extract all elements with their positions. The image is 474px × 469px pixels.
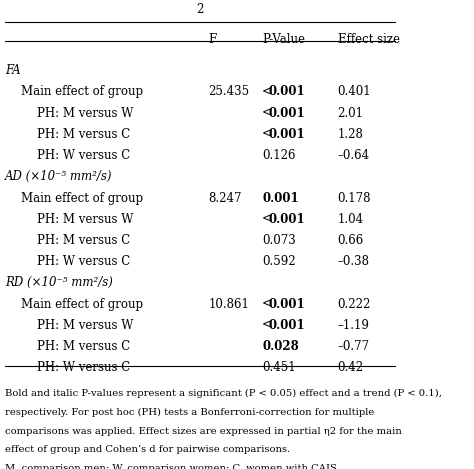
Text: <: < [262, 213, 272, 226]
Text: Main effect of group: Main effect of group [21, 298, 144, 310]
Text: 8.247: 8.247 [208, 191, 242, 204]
Text: PH: W versus C: PH: W versus C [37, 149, 130, 162]
Text: 0.66: 0.66 [337, 234, 364, 247]
Text: 0.073: 0.073 [262, 234, 296, 247]
Text: 2.01: 2.01 [337, 106, 364, 120]
Text: 1.04: 1.04 [337, 213, 364, 226]
Text: RD (×10⁻⁵ mm²/s): RD (×10⁻⁵ mm²/s) [5, 276, 113, 289]
Text: AD (×10⁻⁵ mm²/s): AD (×10⁻⁵ mm²/s) [5, 170, 113, 183]
Text: 0.001: 0.001 [269, 85, 305, 98]
Text: 10.861: 10.861 [208, 298, 249, 310]
Text: <: < [262, 106, 272, 120]
Text: 0.001: 0.001 [269, 106, 305, 120]
Text: PH: W versus C: PH: W versus C [37, 361, 130, 374]
Text: 0.222: 0.222 [337, 298, 371, 310]
Text: 0.001: 0.001 [269, 319, 305, 332]
Text: Bold and italic P-values represent a significant (P < 0.05) effect and a trend (: Bold and italic P-values represent a sig… [5, 389, 442, 398]
Text: Effect size: Effect size [337, 33, 400, 46]
Text: 0.401: 0.401 [337, 85, 371, 98]
Text: respectively. For post hoc (PH) tests a Bonferroni-correction for multiple: respectively. For post hoc (PH) tests a … [5, 408, 375, 417]
Text: PH: W versus C: PH: W versus C [37, 255, 130, 268]
Text: Main effect of group: Main effect of group [21, 191, 144, 204]
Text: 0.028: 0.028 [262, 340, 299, 353]
Text: 0.001: 0.001 [269, 128, 305, 141]
Text: <: < [262, 298, 272, 310]
Text: P-Value: P-Value [262, 33, 305, 46]
Text: Main effect of group: Main effect of group [21, 85, 144, 98]
Text: 25.435: 25.435 [208, 85, 249, 98]
Text: 0.001: 0.001 [262, 191, 299, 204]
Text: 0.178: 0.178 [337, 191, 371, 204]
Text: PH: M versus W: PH: M versus W [37, 106, 134, 120]
Text: effect of group and Cohen’s d for pairwise comparisons.: effect of group and Cohen’s d for pairwi… [5, 446, 291, 454]
Text: FA: FA [5, 64, 21, 77]
Text: 2: 2 [197, 3, 204, 16]
Text: <: < [262, 85, 272, 98]
Text: comparisons was applied. Effect sizes are expressed in partial η2 for the main: comparisons was applied. Effect sizes ar… [5, 426, 402, 436]
Text: 0.001: 0.001 [269, 298, 305, 310]
Text: –1.19: –1.19 [337, 319, 370, 332]
Text: PH: M versus W: PH: M versus W [37, 319, 134, 332]
Text: 1.28: 1.28 [337, 128, 364, 141]
Text: –0.77: –0.77 [337, 340, 370, 353]
Text: M, comparison men; W, comparison women; C, women with CAIS.: M, comparison men; W, comparison women; … [5, 464, 340, 469]
Text: 0.451: 0.451 [262, 361, 296, 374]
Text: <: < [262, 319, 272, 332]
Text: PH: M versus C: PH: M versus C [37, 128, 130, 141]
Text: 0.126: 0.126 [262, 149, 295, 162]
Text: PH: M versus C: PH: M versus C [37, 234, 130, 247]
Text: 0.592: 0.592 [262, 255, 296, 268]
Text: F: F [208, 33, 217, 46]
Text: 0.42: 0.42 [337, 361, 364, 374]
Text: PH: M versus C: PH: M versus C [37, 340, 130, 353]
Text: –0.38: –0.38 [337, 255, 370, 268]
Text: –0.64: –0.64 [337, 149, 370, 162]
Text: PH: M versus W: PH: M versus W [37, 213, 134, 226]
Text: <: < [262, 128, 272, 141]
Text: 0.001: 0.001 [269, 213, 305, 226]
